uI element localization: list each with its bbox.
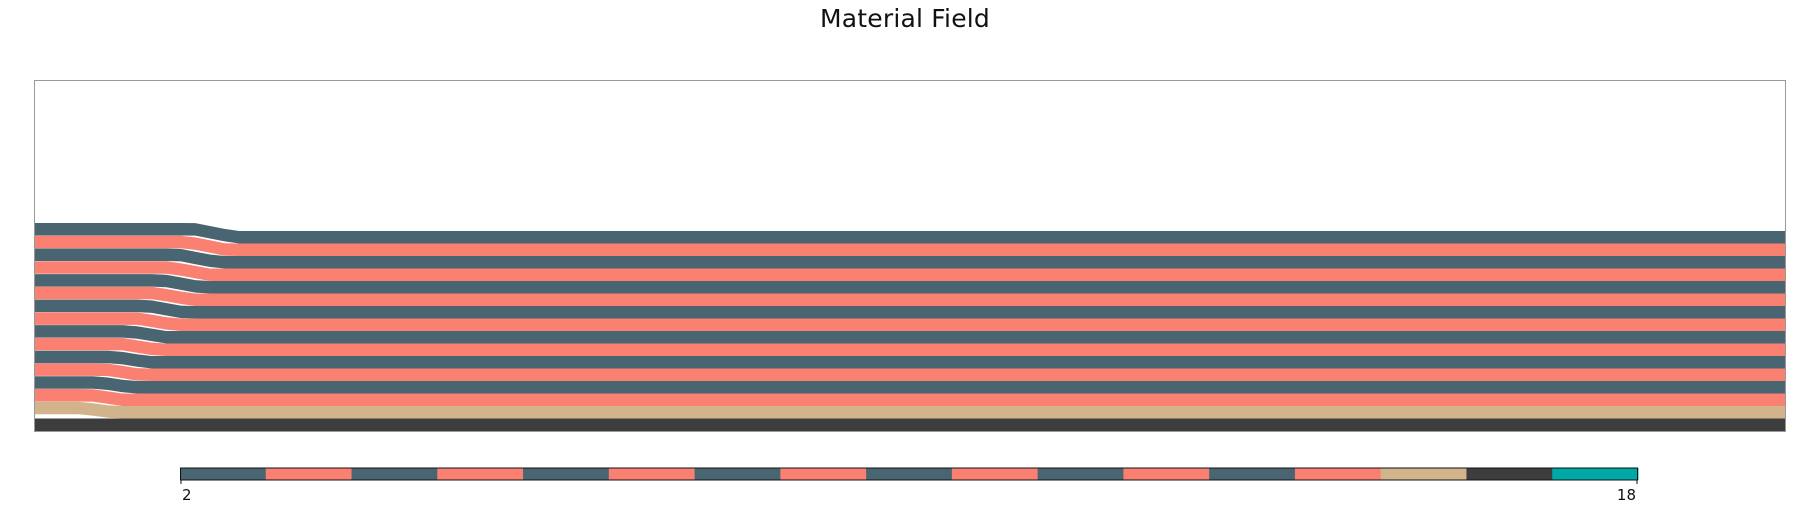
material-layer-11 bbox=[35, 337, 1785, 356]
colorbar-segment bbox=[866, 468, 953, 480]
material-layer-4 bbox=[35, 248, 1785, 269]
colorbar-segment bbox=[1294, 468, 1382, 480]
colorbar-outline bbox=[180, 467, 1638, 481]
material-layer-16 bbox=[35, 401, 1785, 419]
colorbar-segment bbox=[1466, 468, 1553, 480]
material-layer-7 bbox=[35, 286, 1785, 306]
material-layer-8 bbox=[35, 299, 1785, 319]
material-layer-15 bbox=[35, 389, 1785, 406]
material-layer-2 bbox=[35, 223, 1785, 244]
plot-area bbox=[34, 80, 1786, 432]
colorbar: 2 18 bbox=[180, 467, 1639, 504]
colorbar-segment bbox=[1552, 468, 1639, 480]
colorbar-tick-label: 18 bbox=[1617, 486, 1636, 504]
colorbar-segment bbox=[265, 468, 353, 480]
material-layer-13 bbox=[35, 363, 1785, 381]
colorbar-segment bbox=[780, 468, 867, 480]
material-layer-14 bbox=[35, 376, 1785, 394]
colorbar-segment bbox=[608, 468, 696, 480]
colorbar-segment bbox=[437, 468, 524, 480]
material-layer-9 bbox=[35, 312, 1785, 331]
material-layer-3 bbox=[35, 235, 1785, 256]
material-field-plot bbox=[35, 223, 1785, 431]
material-layer-10 bbox=[35, 325, 1785, 344]
material-layer-17 bbox=[35, 418, 1785, 431]
colorbar-segment bbox=[951, 468, 1039, 480]
colorbar-tick-label: 2 bbox=[182, 486, 192, 504]
colorbar-segment bbox=[694, 468, 781, 480]
colorbar-segment bbox=[180, 468, 267, 480]
material-layer-6 bbox=[35, 274, 1785, 294]
colorbar-segment bbox=[1380, 468, 1467, 480]
colorbar-segment bbox=[523, 468, 610, 480]
colorbar-segment bbox=[1123, 468, 1210, 480]
colorbar-segment bbox=[1037, 468, 1124, 480]
material-layer-12 bbox=[35, 350, 1785, 369]
colorbar-segment bbox=[351, 468, 438, 480]
colorbar-segment bbox=[1209, 468, 1296, 480]
material-layer-5 bbox=[35, 261, 1785, 281]
chart-title: Material Field bbox=[819, 4, 990, 33]
